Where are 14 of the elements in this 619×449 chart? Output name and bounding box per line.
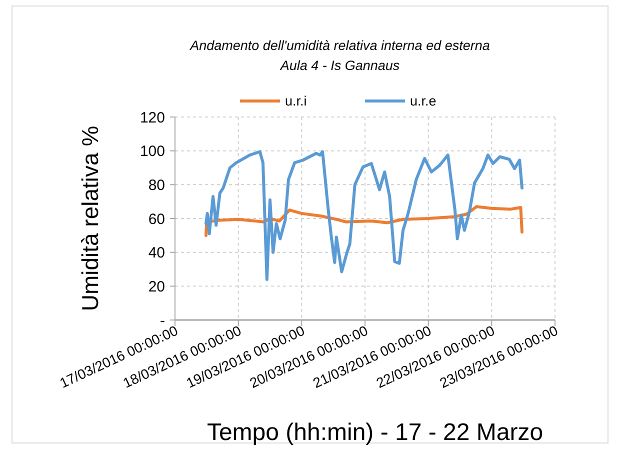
y-tick-label: 80 [148, 176, 165, 194]
legend-label: u.r.e [410, 94, 436, 109]
y-tick-label: - [160, 312, 165, 330]
y-tick-label: 100 [140, 143, 165, 160]
y-tick-label: 60 [148, 210, 165, 228]
line-series [204, 150, 524, 281]
chart-subtitle: Aula 4 - Is Gannaus [279, 58, 400, 73]
y-tick-label: 40 [148, 244, 165, 262]
x-axis-title: Tempo (hh:min) - 17 - 22 Marzo [206, 419, 544, 446]
y-axis-title: Umidità relativa % [77, 126, 103, 312]
chart-title: Andamento dell'umidità relativa interna ed esterna [189, 38, 490, 53]
legend-label: u.r.i [285, 94, 307, 109]
y-tick-label: 20 [148, 278, 165, 296]
y-tick-label: 120 [140, 109, 165, 126]
